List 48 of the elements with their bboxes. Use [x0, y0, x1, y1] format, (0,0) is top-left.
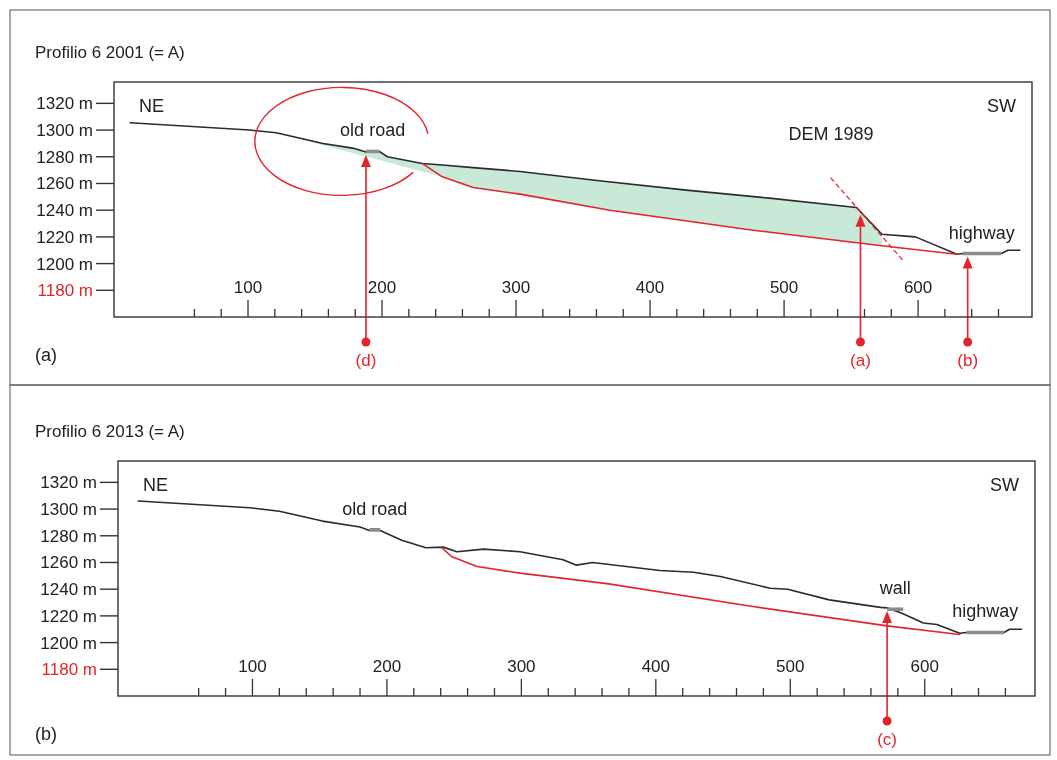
line-series: [137, 500, 1023, 635]
text: (a): [35, 345, 57, 365]
y-tick-label: 1320 m: [36, 94, 93, 114]
x-tick-label: 400: [635, 278, 665, 297]
x-tick-label: 400: [641, 657, 671, 676]
x-tick-label: 200: [372, 657, 402, 676]
x-tick-label: 300: [501, 278, 531, 297]
x-tick-label: 600: [910, 657, 939, 676]
y-tick-label: 1260 m: [40, 553, 97, 573]
y-tick-label: 1240 m: [40, 580, 97, 600]
x-tick-label: 600: [903, 278, 933, 297]
x-tick-label: 300: [507, 657, 536, 676]
x-tick-label: 100: [238, 657, 267, 676]
y-tick-label: 1280 m: [40, 526, 97, 546]
x-tick-label: 200: [367, 278, 397, 297]
annotation: NE: [139, 96, 165, 116]
series-label: old road: [340, 120, 406, 141]
y-tick-label: 1280 m: [36, 147, 93, 167]
y-tick-label: 1320 m: [40, 473, 97, 493]
ref-line-label: (b): [957, 351, 979, 370]
y-tick-label: 1300 m: [40, 500, 97, 520]
text: DEM 1989: [788, 124, 874, 145]
y-tick-label: 1220 m: [36, 227, 93, 247]
y-tick-label: 1200 m: [36, 254, 93, 274]
ref-line-label: (d): [355, 351, 377, 370]
series-label: highway: [948, 222, 1015, 243]
y-tick-label: 1300 m: [36, 121, 93, 141]
line-series: [129, 121, 1021, 256]
y-tick-label: 1240 m: [36, 201, 93, 221]
annotation: SW: [990, 475, 1020, 495]
chart-title: Profilio 6 2001 (= A): [35, 43, 185, 62]
chart-title: Profilio 6 2013 (= A): [35, 422, 185, 441]
ref-line-label: (a): [850, 351, 871, 370]
x-tick-label: 500: [769, 278, 799, 297]
annotation: SW: [987, 96, 1017, 116]
text: (b): [35, 724, 57, 744]
ref-line-label: (c): [877, 730, 898, 749]
y-tick-label: 1180 m: [41, 660, 97, 680]
annotation: NE: [143, 475, 169, 495]
y-tick-label: 1200 m: [40, 633, 97, 653]
series-label: wall: [878, 578, 911, 599]
x-tick-label: 100: [233, 278, 263, 297]
y-tick-label: 1260 m: [36, 174, 93, 194]
x-tick-label: 500: [776, 657, 805, 676]
series-label: old road: [342, 498, 408, 519]
y-tick-label: 1180 m: [37, 281, 93, 301]
series-label: highway: [952, 601, 1019, 622]
y-tick-label: 1220 m: [40, 606, 97, 626]
